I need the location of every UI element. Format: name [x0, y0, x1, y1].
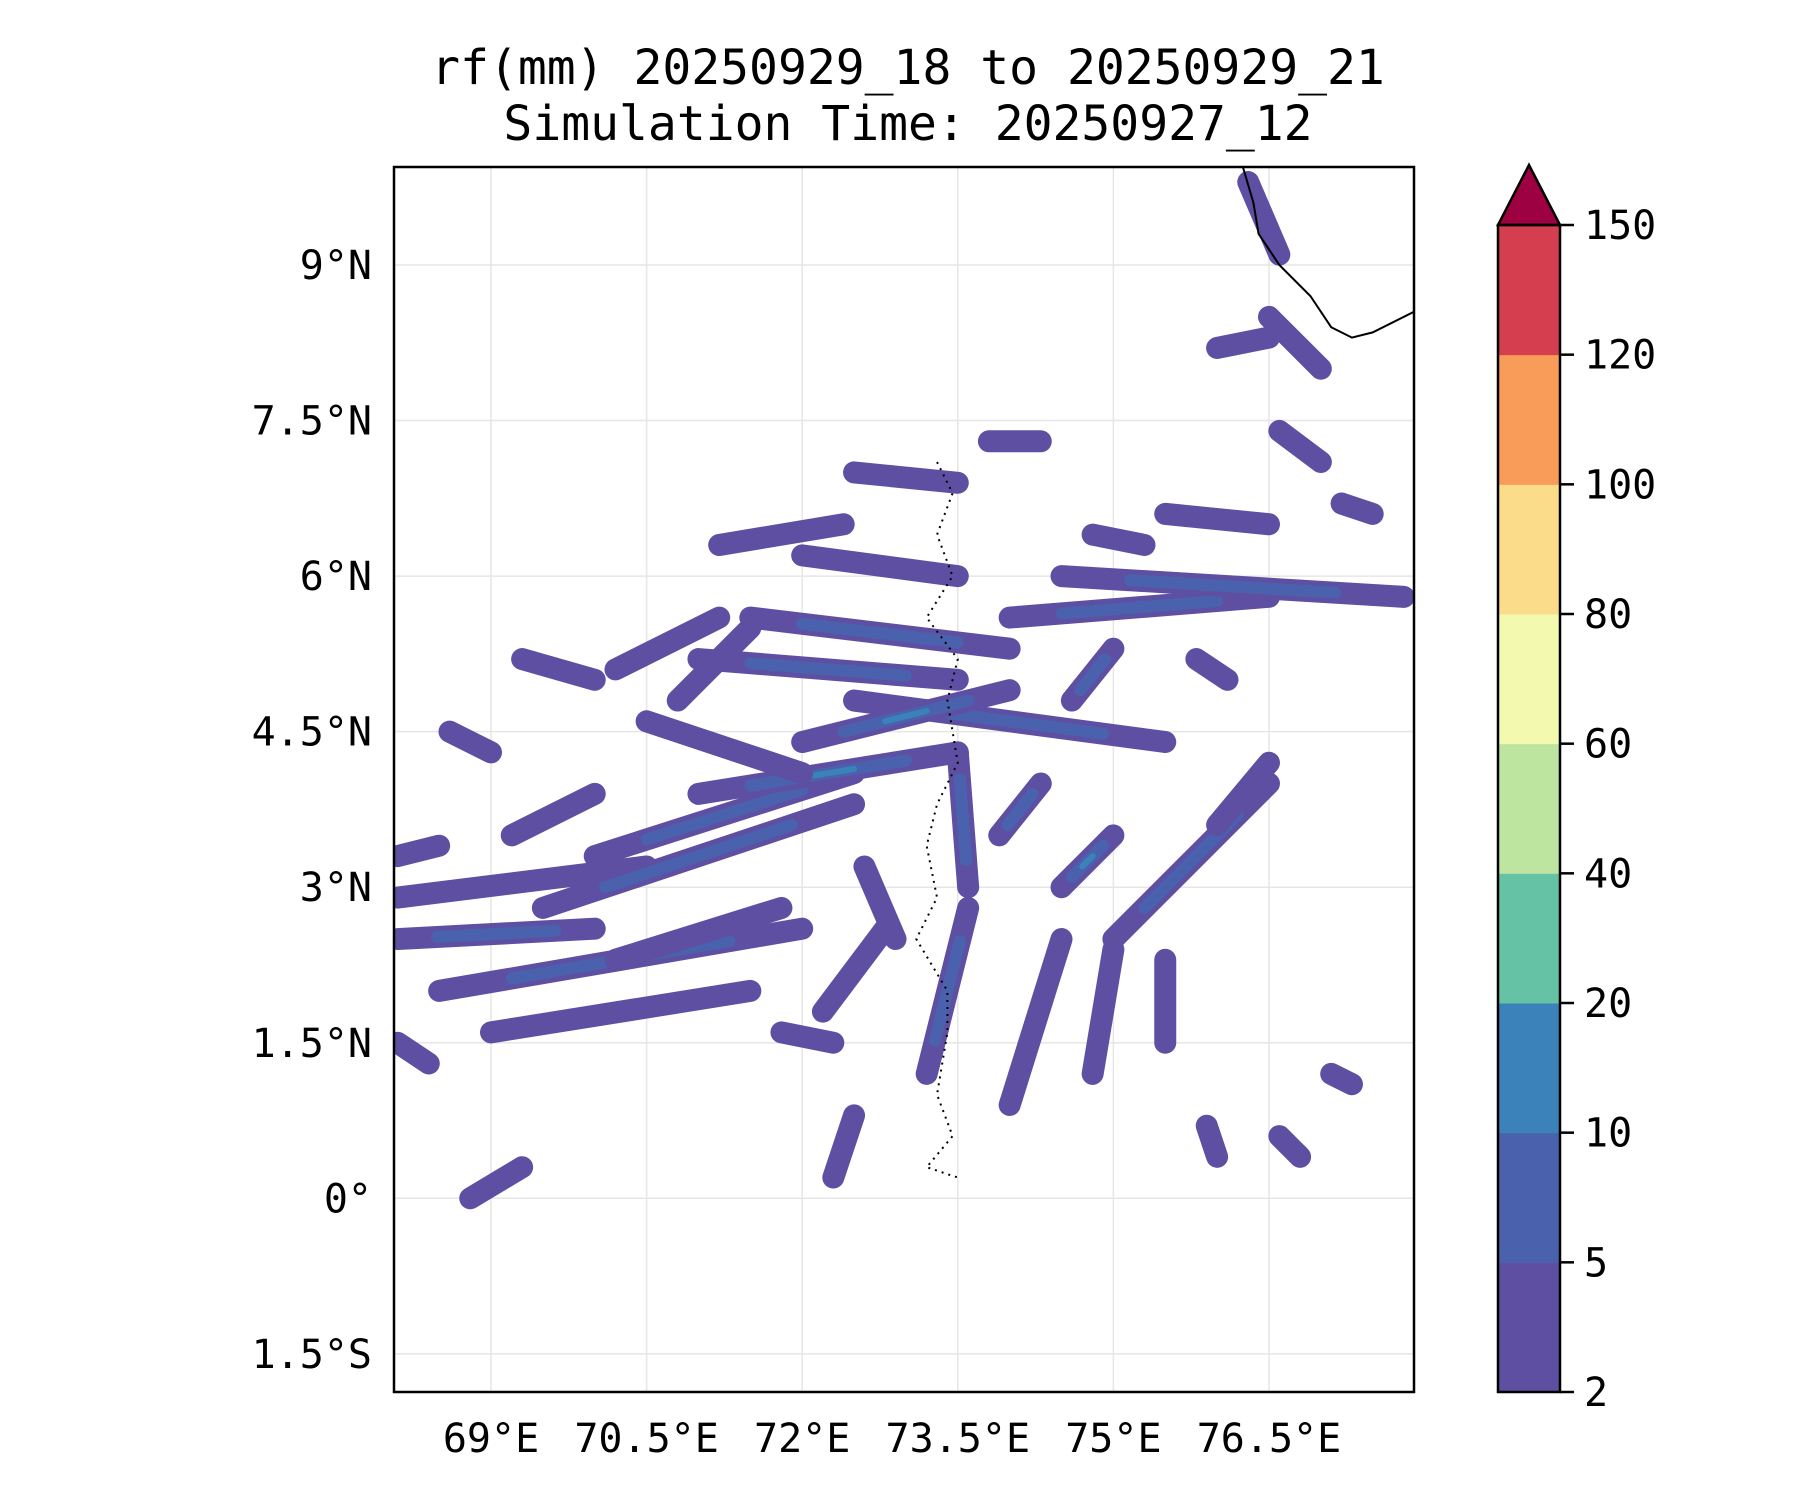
- y-tick-label: 1.5°N: [252, 1021, 372, 1067]
- rain-streak: [1330, 492, 1384, 525]
- colorbar-tick-label: 40: [1584, 851, 1632, 897]
- colorbar-band: [1498, 484, 1560, 615]
- rain-streak: [1185, 648, 1239, 691]
- rain-streak: [666, 616, 762, 712]
- rain-streak-core: [599, 818, 798, 894]
- rain-streak-core: [1001, 787, 1039, 831]
- rain-streak: [394, 834, 451, 868]
- rain-streak-core: [928, 935, 966, 1047]
- coastlines: [915, 167, 1414, 1179]
- colorbar-band: [1498, 614, 1560, 745]
- x-tick-label: 75°E: [1065, 1416, 1161, 1462]
- rain-streak: [998, 928, 1073, 1116]
- colorbar-band: [1498, 743, 1560, 874]
- plot-frame: [392, 165, 1416, 1394]
- chart-subtitle: Simulation Time: 20250927_12: [503, 96, 1312, 152]
- colorbar-tick-label: 2: [1584, 1370, 1608, 1416]
- x-tick-label: 76.5°E: [1197, 1416, 1342, 1462]
- y-tick-label: 9°N: [300, 243, 372, 289]
- rain-streak: [459, 1156, 534, 1210]
- x-tick-label: 70.5°E: [574, 1416, 719, 1462]
- y-tick-label: 7.5°N: [252, 399, 372, 445]
- x-tick-label: 73.5°E: [886, 1416, 1031, 1462]
- rain-streak: [500, 782, 606, 847]
- y-tick-label: 4.5°N: [252, 710, 372, 756]
- rain-streak: [1195, 1114, 1229, 1168]
- rain-streak: [811, 917, 897, 1023]
- rain-streak: [1320, 1062, 1363, 1096]
- y-tick-label: 0°: [324, 1176, 372, 1222]
- colorbar-tick-label: 80: [1584, 592, 1632, 638]
- colorbar-band: [1498, 225, 1560, 356]
- rain-streak-core: [796, 617, 964, 649]
- rain-streak: [770, 1021, 845, 1054]
- rain-streak: [1154, 502, 1280, 536]
- rain-streak: [511, 648, 606, 691]
- x-tick-label: 69°E: [443, 1416, 539, 1462]
- colorbar-band: [1498, 1262, 1560, 1393]
- colorbar-band: [1498, 1132, 1560, 1263]
- rain-streak: [1268, 419, 1332, 474]
- rain-streak-core: [953, 773, 973, 867]
- rain-streak: [1081, 938, 1125, 1085]
- rain-streak: [1206, 751, 1280, 836]
- rain-streak: [394, 1031, 440, 1075]
- colorbar-tick-label: 10: [1584, 1111, 1632, 1157]
- rain-streak: [604, 896, 793, 971]
- y-tick-label: 6°N: [300, 554, 372, 600]
- y-tick-label: 3°N: [300, 865, 372, 911]
- colorbar-frame: [1496, 223, 1562, 1394]
- colorbar-tick-label: 150: [1584, 203, 1656, 249]
- rain-streak-core: [744, 657, 912, 682]
- rain-streak-core: [640, 783, 809, 846]
- rain-streak-core: [431, 924, 562, 943]
- india-coastline: [1242, 167, 1414, 339]
- rain-streak-peak: [1079, 853, 1096, 870]
- rain-streak: [853, 855, 907, 951]
- rain-streak-core: [1055, 594, 1224, 620]
- rain-streak: [708, 513, 855, 556]
- rain-streak-peak: [882, 707, 930, 725]
- rain-streak: [394, 855, 658, 909]
- rain-streak: [1257, 305, 1332, 380]
- colorbar: 2 5 10 20 40 60 80 100 120 150: [1495, 162, 1656, 1416]
- rain-streak: [791, 544, 969, 588]
- colorbar-tick-label: 100: [1584, 462, 1656, 508]
- colorbar-band: [1498, 1003, 1560, 1134]
- rain-streak: [480, 979, 762, 1044]
- colorbar-tick-label: 20: [1584, 981, 1632, 1027]
- x-axis: 69°E 70.5°E 72°E 73.5°E 75°E 76.5°E: [443, 1416, 1341, 1462]
- rain-streak-core: [1123, 574, 1342, 599]
- rain-streak: [822, 1104, 866, 1189]
- colorbar-tick-label: 120: [1584, 333, 1656, 379]
- colorbar-extend-arrow: [1495, 162, 1563, 227]
- rain-streak: [604, 606, 731, 681]
- colorbar-tick-label: 60: [1584, 722, 1632, 768]
- rain-streak: [1237, 171, 1291, 266]
- rain-streak-core: [1074, 653, 1112, 697]
- rain-streak: [1206, 326, 1280, 359]
- rainfall-field: [394, 171, 1414, 1210]
- colorbar-band: [1498, 873, 1560, 1004]
- colorbar-tick-label: 5: [1584, 1240, 1608, 1286]
- rain-streak: [1268, 1125, 1312, 1168]
- colorbar-band: [1498, 354, 1560, 485]
- chart-title: rf(mm) 20250929_18 to 20250929_21: [431, 40, 1385, 96]
- rain-streak: [1081, 523, 1156, 556]
- rain-streak: [843, 461, 969, 494]
- y-tick-label: 1.5°S: [252, 1332, 372, 1378]
- y-axis: 9°N 7.5°N 6°N 4.5°N 3°N 1.5°N 0° 1.5°S: [252, 243, 372, 1378]
- x-tick-label: 72°E: [754, 1416, 850, 1462]
- rain-streak: [635, 710, 814, 785]
- rain-streak: [438, 720, 502, 764]
